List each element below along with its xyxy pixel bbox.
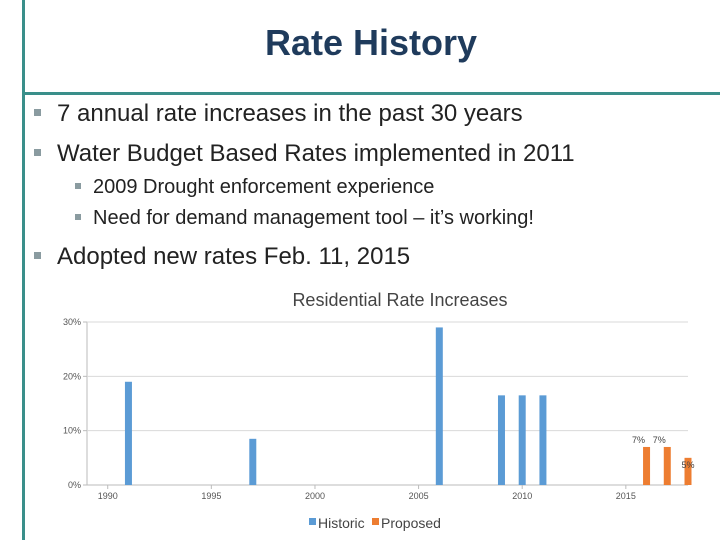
x-tick-label: 2000 [305,491,325,501]
data-label: 7% [653,435,666,445]
chart-title: Residential Rate Increases [292,290,507,310]
bullet-text: 7 annual rate increases in the past 30 y… [57,100,523,127]
x-tick-label: 2005 [409,491,429,501]
bullet-rate-increases: 7 annual rate increases in the past 30 y… [34,100,523,128]
y-tick-label: 0% [68,480,81,490]
x-tick-label: 1990 [98,491,118,501]
sub-bullet-drought: 2009 Drought enforcement experience [75,176,434,199]
historic-bar-2011 [539,395,547,485]
x-tick-label: 1995 [201,491,221,501]
x-axis-ticks: 1990 1995 2000 2005 2010 2015 [98,485,636,501]
chart-data-labels: 7% 7% 5% [632,435,694,470]
legend-historic-label: Historic [318,515,365,531]
bullet-text: Need for demand management tool – it’s w… [93,207,534,229]
historic-bar-2009 [497,395,505,485]
legend-historic-swatch [309,518,316,525]
bullet-square-icon [75,183,81,190]
chart-bars [124,327,692,485]
bullet-text: Adopted new rates Feb. 11, 2015 [57,243,411,270]
bullet-water-budget: Water Budget Based Rates implemented in … [34,140,575,168]
sub-bullet-demand-tool: Need for demand management tool – it’s w… [75,207,534,230]
historic-bar-2010 [518,395,526,485]
bullet-square-icon [34,252,41,260]
legend-proposed-label: Proposed [381,515,441,531]
y-axis-ticks: 0% 10% 20% 30% [63,317,87,490]
y-tick-label: 30% [63,317,81,327]
proposed-bar-2018 [684,457,692,485]
y-tick-label: 10% [63,426,81,436]
chart-gridlines [86,321,688,486]
legend-proposed-swatch [372,518,379,525]
bullet-square-icon [34,109,41,117]
bullet-square-icon [75,214,81,221]
historic-bar-2006 [435,327,443,485]
slide-title: Rate History [264,22,478,63]
accent-vertical-line [22,0,25,540]
bullet-text: Water Budget Based Rates implemented in … [57,140,575,167]
historic-bar-1997 [249,438,257,485]
bullet-text: 2009 Drought enforcement experience [93,176,435,198]
bullet-adopted-rates: Adopted new rates Feb. 11, 2015 [34,243,410,271]
y-tick-label: 20% [63,371,81,381]
chart-legend: Historic Proposed [309,515,441,531]
proposed-bar-2017 [663,446,671,485]
proposed-bar-2016 [643,446,651,485]
historic-bar-1991 [124,381,132,485]
bullet-square-icon [34,149,41,157]
data-label: 5% [681,460,694,470]
data-label: 7% [632,435,645,445]
x-tick-label: 2015 [616,491,636,501]
x-tick-label: 2010 [512,491,532,501]
accent-horizontal-line [22,92,720,95]
